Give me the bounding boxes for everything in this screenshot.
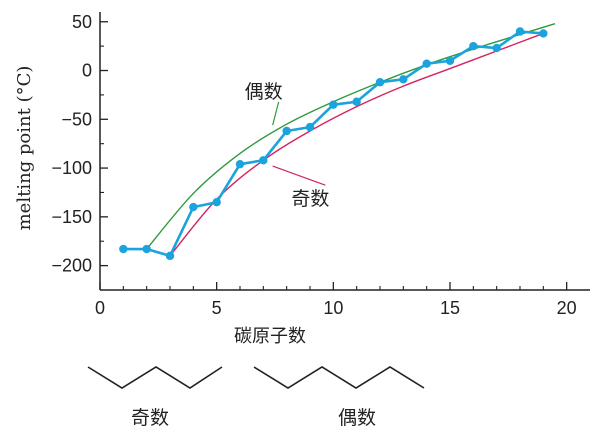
data-point-6 — [235, 159, 245, 169]
odd-chain-label: 奇数 — [131, 407, 169, 429]
data-point-5 — [212, 198, 221, 207]
series-layer — [119, 23, 556, 261]
data-point-9 — [305, 122, 315, 132]
data-point-3 — [165, 251, 175, 261]
series-data — [119, 27, 548, 261]
data-line — [123, 30, 544, 258]
x-tick-label-1: 5 — [212, 298, 222, 318]
data-point-15 — [445, 56, 455, 65]
data-point-7 — [259, 156, 268, 165]
data-point-2 — [142, 244, 151, 254]
trend-curve-偶数 — [146, 23, 556, 250]
data-point-17 — [492, 43, 501, 53]
axes: 50 0 −50 −100 −150 −200 0 5 10 15 20 — [51, 12, 590, 318]
annotation-pointer-1 — [272, 101, 280, 126]
x-tick-label-4: 20 — [557, 298, 577, 318]
data-point-1 — [119, 244, 128, 254]
y-tick-label-1: 0 — [82, 61, 92, 81]
data-point-13 — [399, 75, 408, 84]
odd-chain-skeleton — [87, 366, 223, 389]
y-tick-label-3: −100 — [51, 158, 92, 178]
series-偶数 — [146, 23, 556, 250]
data-point-14 — [422, 59, 431, 68]
series-奇数 — [169, 32, 544, 257]
data-point-18 — [515, 27, 525, 36]
y-axis-title: melting point (°C) — [14, 66, 35, 231]
annotation-1: 偶数 — [245, 81, 283, 103]
data-point-16 — [469, 41, 478, 51]
x-tick-label-2: 10 — [323, 298, 343, 318]
data-point-19 — [539, 29, 548, 38]
even-chain-skeleton — [253, 366, 425, 389]
data-point-4 — [189, 202, 198, 212]
data-point-11 — [352, 97, 361, 106]
y-tick-label-5: −200 — [51, 256, 92, 276]
data-point-10 — [329, 100, 338, 109]
even-chain-label: 偶数 — [338, 407, 376, 429]
annotation-2: 奇数 — [291, 188, 329, 210]
trend-curve-奇数 — [169, 32, 544, 257]
data-point-12 — [375, 78, 385, 87]
y-tick-label-0: 50 — [72, 12, 92, 32]
x-tick-label-0: 0 — [95, 298, 105, 318]
x-axis-title: 碳原子数 — [234, 326, 306, 347]
annotation-pointer-2 — [272, 165, 326, 186]
data-point-8 — [282, 126, 291, 136]
x-tick-label-3: 15 — [440, 298, 460, 318]
y-tick-label-4: −150 — [51, 207, 92, 227]
y-tick-label-2: −50 — [61, 109, 92, 129]
